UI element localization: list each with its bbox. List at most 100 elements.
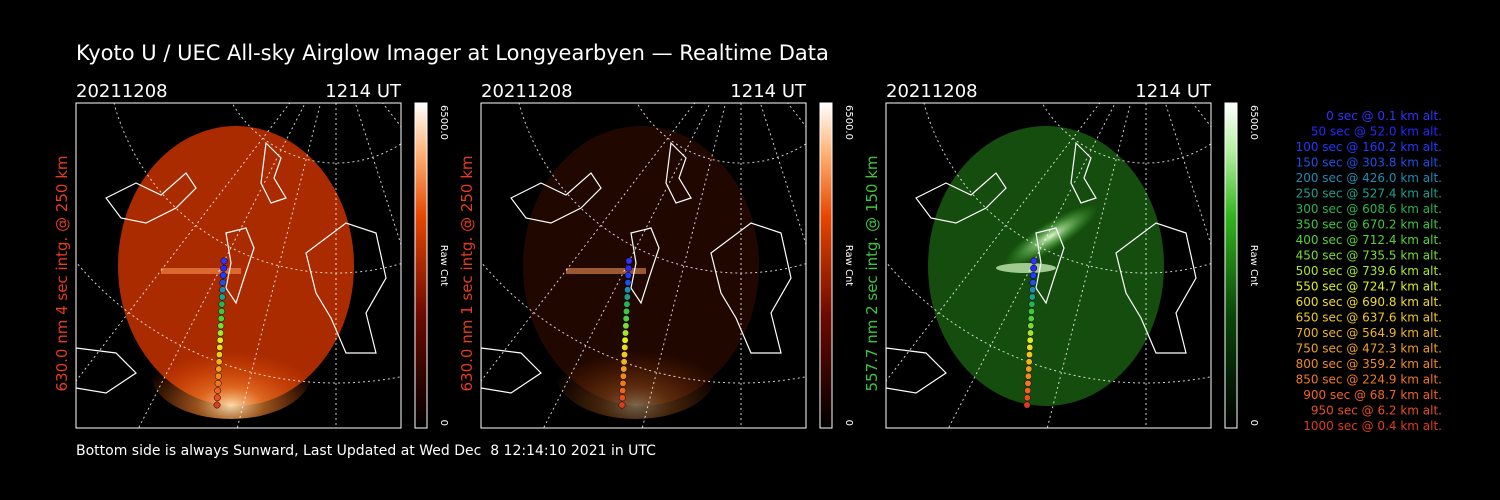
trajectory-point <box>218 293 226 301</box>
panel-frame <box>75 102 402 429</box>
trajectory-point <box>624 271 632 279</box>
trajectory-legend: 0 sec @ 0.1 km alt. 50 sec @ 52.0 km alt.… <box>1296 109 1442 433</box>
aurora-arc <box>161 268 241 274</box>
trajectory-point <box>1029 286 1037 294</box>
coastline <box>76 141 387 394</box>
geo-grid <box>886 103 1211 428</box>
panel-date: 20211208 <box>886 81 978 102</box>
colorbar-min-label: 0 <box>438 420 449 426</box>
trajectory-point <box>217 315 225 323</box>
trajectory-point <box>220 257 228 265</box>
trajectory-point <box>219 279 227 287</box>
trajectory-point <box>621 343 629 351</box>
legend-entry: 200 sec @ 426.0 km alt. <box>1296 171 1442 185</box>
trajectory-point <box>1024 372 1032 380</box>
coastline <box>886 141 1197 394</box>
trajectory-point <box>1027 315 1035 323</box>
trajectory-point <box>620 365 628 373</box>
trajectory-point <box>621 351 628 359</box>
trajectory-point <box>219 286 227 294</box>
legend-entry: 750 sec @ 472.3 km alt. <box>1296 342 1442 356</box>
geo-grid <box>76 103 401 428</box>
panel-date: 20211208 <box>76 81 168 102</box>
trajectory-point <box>622 329 629 337</box>
trajectory-point <box>214 387 222 395</box>
panel-date: 20211208 <box>481 81 573 102</box>
trajectory-point <box>624 286 632 294</box>
trajectory-point <box>1026 336 1034 344</box>
trajectory-point <box>214 372 222 380</box>
panel-ylabel: 557.7 nm 2 sec intg. @ 150 km <box>863 155 881 391</box>
trajectory-point <box>618 394 626 402</box>
colorbar-min-label: 0 <box>1248 420 1259 426</box>
colorbar-unit-label: Raw Cnt <box>843 245 854 287</box>
trajectory-point <box>1029 271 1037 279</box>
legend-entry: 800 sec @ 359.2 km alt. <box>1296 357 1442 371</box>
legend-entry: 950 sec @ 6.2 km alt. <box>1311 404 1442 418</box>
trajectory-point <box>215 358 223 366</box>
trajectory-point <box>622 322 630 330</box>
aurora-emission <box>1003 204 1099 268</box>
trajectory-point <box>1024 379 1032 387</box>
panel-frame <box>885 102 1212 429</box>
trajectory-point <box>1027 329 1034 337</box>
panel-frame <box>480 102 807 429</box>
trajectory-point <box>623 293 631 301</box>
legend-entry: 700 sec @ 564.9 km alt. <box>1296 326 1442 340</box>
panel-time: 1214 UT <box>1135 81 1212 102</box>
trajectory-point <box>1027 322 1035 330</box>
all-sky-image <box>76 103 401 428</box>
legend-entry: 900 sec @ 68.7 km alt. <box>1303 388 1442 402</box>
trajectory-point <box>220 264 228 272</box>
colorbar <box>819 102 833 429</box>
sky-field-of-view <box>523 126 759 406</box>
trajectory-point <box>218 307 226 315</box>
legend-entry: 400 sec @ 712.4 km alt. <box>1296 233 1442 247</box>
figure-title: Kyoto U / UEC All-sky Airglow Imager at … <box>76 41 829 65</box>
all-sky-image <box>886 103 1211 428</box>
trajectory-point <box>213 401 221 409</box>
aurora-arc <box>996 263 1056 273</box>
trajectory-point <box>625 257 633 265</box>
trajectory-point <box>1029 279 1037 287</box>
trajectory-point <box>1024 387 1032 395</box>
trajectory-point <box>218 300 226 308</box>
coastline <box>481 141 792 394</box>
aurora-emission <box>556 329 716 419</box>
trajectory-point <box>215 365 223 373</box>
trajectory-point <box>620 358 628 366</box>
sky-field-of-view <box>118 126 354 406</box>
trajectory-point <box>1025 365 1033 373</box>
colorbar <box>414 102 428 429</box>
trajectory-point <box>619 372 627 380</box>
trajectory-point <box>216 336 224 344</box>
colorbar-unit-label: Raw Cnt <box>1248 245 1259 287</box>
legend-entry: 300 sec @ 608.6 km alt. <box>1296 202 1442 216</box>
trajectory-point <box>216 343 224 351</box>
legend-entry: 550 sec @ 724.7 km alt. <box>1296 280 1442 294</box>
trajectory-point <box>217 322 225 330</box>
colorbar-max-label: 6500.0 <box>1248 105 1259 140</box>
colorbar-max-label: 6500.0 <box>843 105 854 140</box>
aurora-emission <box>151 329 311 419</box>
trajectory-point <box>619 387 627 395</box>
legend-entry: 250 sec @ 527.4 km alt. <box>1296 187 1442 201</box>
trajectory-point <box>1030 257 1038 265</box>
panel-time: 1214 UT <box>325 81 402 102</box>
legend-entry: 150 sec @ 303.8 km alt. <box>1296 156 1442 170</box>
trajectory-point <box>621 336 629 344</box>
colorbar-min-label: 0 <box>843 420 854 426</box>
trajectory-point <box>1030 264 1038 272</box>
geo-grid <box>481 103 806 428</box>
trajectory-point <box>215 351 223 359</box>
trajectory-point <box>1023 401 1031 409</box>
aurora-arc <box>566 268 646 274</box>
colorbar <box>1224 102 1238 429</box>
trajectory-point <box>1023 394 1031 402</box>
sky-panel-2: 20211208 1214 UT 630.0 nm 1 sec intg. @ 25… <box>458 81 854 429</box>
trajectory-point <box>217 329 224 337</box>
all-sky-image <box>481 103 806 428</box>
trajectory-point <box>214 379 222 387</box>
trajectory-point <box>1026 343 1034 351</box>
